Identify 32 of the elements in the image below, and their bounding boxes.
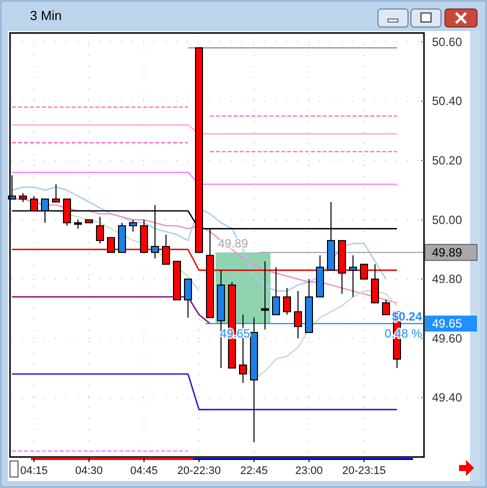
y-tick-label: 49.80 <box>432 272 462 286</box>
candlestick <box>382 299 390 316</box>
y-tick-label: 50.00 <box>432 212 462 227</box>
x-tick-label: 20-22:30 <box>177 465 221 477</box>
y-tick-label: 50.60 <box>432 34 462 49</box>
candlestick <box>107 237 115 253</box>
y-tick-label: 49.60 <box>432 331 462 346</box>
candlestick <box>294 290 302 339</box>
ref-line-label: 49.89 <box>432 245 462 260</box>
y-tick-label: 50.20 <box>432 153 462 168</box>
candlestick <box>360 264 368 280</box>
candlestick <box>283 287 291 316</box>
candlestick <box>184 278 192 318</box>
line-series <box>11 186 387 292</box>
y-tick-label: 49.40 <box>432 390 462 405</box>
candlestick <box>272 266 280 316</box>
y-tick-label: 50.40 <box>432 94 462 108</box>
candlestick <box>96 216 104 244</box>
candlestick <box>129 219 137 232</box>
chart-title: 3 Min <box>30 8 62 23</box>
candlestick <box>162 234 170 265</box>
candlestick <box>261 260 269 330</box>
x-tick-label: 04:30 <box>75 465 103 477</box>
candlestick <box>52 184 60 203</box>
ref-line-label: 49.65 <box>432 316 462 331</box>
candlestick <box>371 264 379 304</box>
x-tick-label: 20-23:15 <box>342 465 386 477</box>
x-tick-label: 23:00 <box>295 465 323 477</box>
x-tick-label: 04:45 <box>130 465 158 477</box>
x-tick-label: 04:15 <box>20 465 48 477</box>
x-tick-label: 22:45 <box>240 465 268 477</box>
candlestick <box>349 254 357 298</box>
